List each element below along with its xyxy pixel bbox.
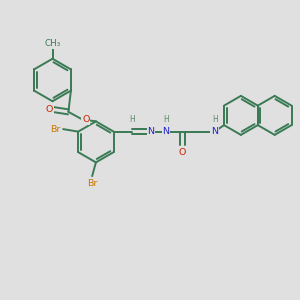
Text: N: N <box>162 127 169 136</box>
Text: H: H <box>163 115 169 124</box>
Text: H: H <box>129 115 134 124</box>
Text: CH₃: CH₃ <box>44 39 61 48</box>
Text: O: O <box>82 115 90 124</box>
Text: N: N <box>147 127 155 136</box>
Text: N: N <box>211 127 218 136</box>
Text: Br: Br <box>50 124 60 134</box>
Text: O: O <box>178 148 186 158</box>
Text: H: H <box>212 115 218 124</box>
Text: Br: Br <box>87 179 97 188</box>
Text: O: O <box>46 105 53 114</box>
